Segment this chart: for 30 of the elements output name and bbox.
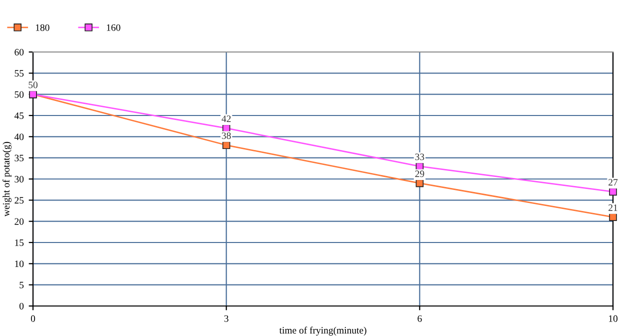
y-tick-label: 30 bbox=[14, 176, 24, 182]
y-tick-label: 35 bbox=[14, 154, 24, 162]
x-tick-label: 3 bbox=[224, 315, 228, 322]
y-tick-label: 10 bbox=[15, 260, 24, 268]
y-tick-label: 40 bbox=[14, 134, 24, 140]
data-label: 38 bbox=[222, 132, 231, 139]
y-tick-label: 5 bbox=[20, 282, 24, 288]
y-tick-label: 20 bbox=[14, 218, 24, 225]
y-tick-label: 50 bbox=[14, 91, 24, 98]
y-tick-label: 60 bbox=[14, 48, 24, 56]
x-tick-label: 0 bbox=[30, 315, 36, 322]
x-axis-title: time of frying(minute) bbox=[279, 326, 366, 336]
data-label: 50 bbox=[28, 82, 38, 88]
legend-label: 160 bbox=[106, 24, 120, 31]
legend-label: 180 bbox=[36, 24, 50, 31]
x-tick-label: 6 bbox=[418, 315, 422, 322]
y-tick-label: 15 bbox=[15, 239, 24, 246]
y-axis-title: weight of potato(g) bbox=[2, 142, 12, 217]
data-label: 42 bbox=[222, 116, 231, 122]
x-tick-label: 10 bbox=[608, 315, 618, 322]
data-label: 21 bbox=[608, 204, 618, 211]
data-label: 27 bbox=[608, 179, 618, 186]
point bbox=[609, 213, 617, 221]
data-label: 29 bbox=[415, 170, 424, 178]
y-tick-label: 0 bbox=[19, 302, 24, 310]
y-tick-label: 25 bbox=[14, 197, 24, 204]
y-tick-label: 45 bbox=[14, 112, 24, 119]
point bbox=[609, 188, 617, 196]
y-tick-label: 55 bbox=[14, 70, 24, 77]
data-label: 33 bbox=[415, 154, 424, 160]
